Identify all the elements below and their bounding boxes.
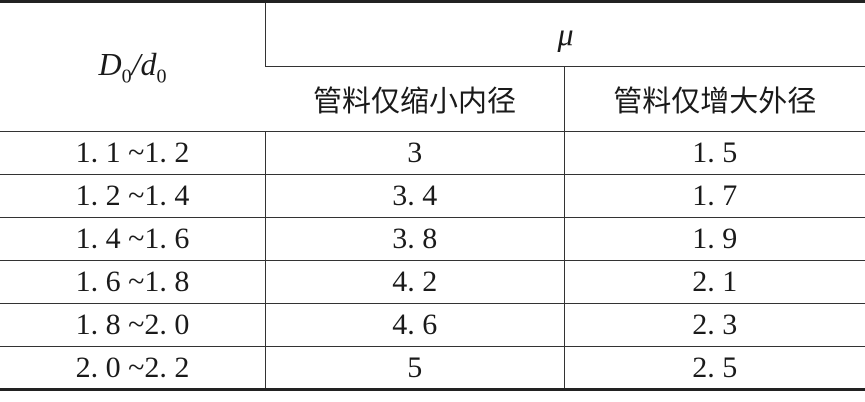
cell-expand: 1. 9 xyxy=(563,217,865,261)
ratio-header: D0/d0 xyxy=(0,0,266,132)
cell-range: 1. 4 ~1. 6 xyxy=(0,217,266,261)
cell-shrink: 3. 4 xyxy=(265,174,564,218)
expand-header: 管料仅增大外径 xyxy=(563,66,865,132)
cell-expand: 1. 5 xyxy=(563,131,865,175)
cell-expand: 1. 7 xyxy=(563,174,865,218)
cell-range: 1. 2 ~1. 4 xyxy=(0,174,266,218)
table-row: 1. 2 ~1. 4 3. 4 1. 7 xyxy=(0,174,865,218)
mu-header: μ xyxy=(265,0,865,67)
shrink-header: 管料仅缩小内径 xyxy=(265,66,564,132)
ratio-D: D xyxy=(98,45,122,82)
cell-shrink: 3 xyxy=(265,131,564,175)
cell-range: 2. 0 ~2. 2 xyxy=(0,346,266,391)
table-row: 1. 6 ~1. 8 4. 2 2. 1 xyxy=(0,260,865,304)
cell-shrink: 3. 8 xyxy=(265,217,564,261)
ratio-sub-2: 0 xyxy=(156,65,167,88)
cell-expand: 2. 3 xyxy=(563,303,865,347)
table-row: 1. 4 ~1. 6 3. 8 1. 9 xyxy=(0,217,865,261)
table-row: 1. 1 ~1. 2 3 1. 5 xyxy=(0,131,865,175)
cell-expand: 2. 1 xyxy=(563,260,865,304)
cell-range: 1. 8 ~2. 0 xyxy=(0,303,266,347)
table-row: 1. 8 ~2. 0 4. 6 2. 3 xyxy=(0,303,865,347)
cell-range: 1. 1 ~1. 2 xyxy=(0,131,266,175)
cell-range: 1. 6 ~1. 8 xyxy=(0,260,266,304)
table-row: 2. 0 ~2. 2 5 2. 5 xyxy=(0,346,865,391)
ratio-d: d xyxy=(140,45,157,82)
cell-shrink: 5 xyxy=(265,346,564,391)
cell-shrink: 4. 6 xyxy=(265,303,564,347)
cell-expand: 2. 5 xyxy=(563,346,865,391)
ratio-sub-1: 0 xyxy=(121,65,132,88)
cell-shrink: 4. 2 xyxy=(265,260,564,304)
header-row-2: 管料仅缩小内径 管料仅增大外径 xyxy=(0,66,865,132)
ratio-slash: / xyxy=(131,45,141,82)
header-row-1: D0/d0 μ xyxy=(0,0,865,132)
